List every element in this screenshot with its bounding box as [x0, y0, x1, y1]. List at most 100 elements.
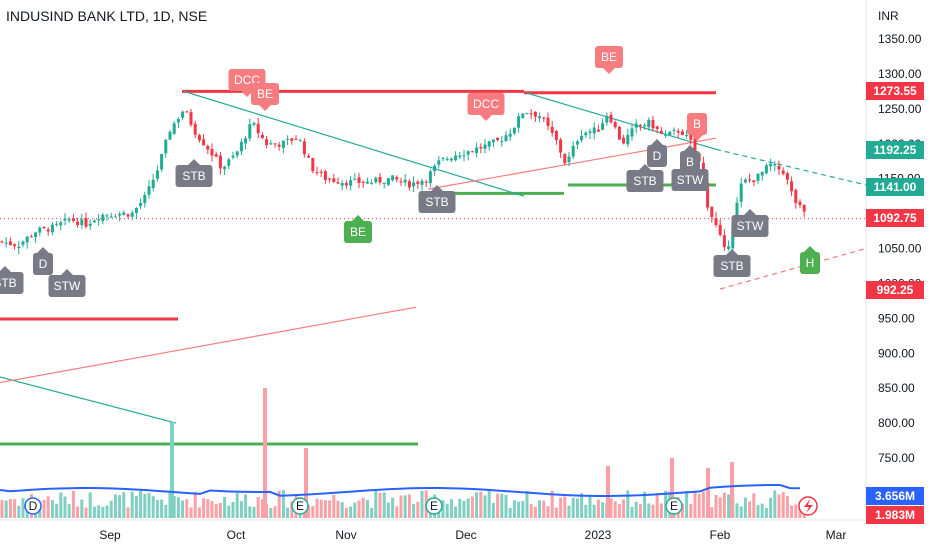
badge-box [680, 151, 700, 173]
price-tag-label: 1.983M [875, 508, 915, 522]
price-tag-box [866, 178, 924, 196]
volume-bar [454, 506, 458, 518]
candle [412, 182, 416, 187]
candle [794, 190, 798, 203]
candle [319, 171, 323, 173]
volume-bar [319, 499, 323, 518]
candle [101, 214, 105, 222]
candle [109, 216, 113, 218]
volume-bar [88, 492, 92, 518]
candle [433, 165, 437, 172]
candle [571, 146, 575, 157]
volume-bar [525, 490, 529, 518]
volume-bar [622, 499, 626, 518]
candle [332, 178, 336, 182]
candle [638, 124, 642, 126]
candle [798, 201, 802, 205]
candle [424, 181, 428, 183]
volume-bar [449, 499, 453, 518]
volume-bar [244, 494, 248, 518]
candle [517, 116, 521, 128]
candle [17, 246, 21, 249]
candle [202, 139, 206, 146]
candle [403, 179, 407, 183]
candle [739, 183, 743, 202]
y-tick-label: 1050.00 [878, 242, 922, 256]
volume-bar [365, 499, 369, 518]
volume-bar [483, 495, 487, 518]
candle [139, 202, 143, 207]
event-letter: D [29, 499, 38, 513]
candle [407, 181, 411, 188]
candle [122, 212, 126, 215]
volume-bar [105, 505, 109, 518]
volume-bar [580, 493, 584, 518]
volume-bar [559, 497, 563, 518]
volume-bar [407, 494, 411, 518]
badge-box [48, 275, 86, 297]
x-tick-label: Mar [826, 528, 847, 542]
candle [118, 213, 122, 216]
candle [710, 206, 714, 218]
price-tag-box [866, 209, 924, 227]
badge-box [626, 170, 664, 192]
badge-box [418, 191, 456, 213]
volume-bar [760, 503, 764, 518]
chart-title: INDUSIND BANK LTD, 1D, NSE [6, 8, 208, 24]
candle [370, 182, 374, 184]
candle [0, 241, 4, 243]
candle [365, 181, 369, 184]
event-circle [24, 497, 42, 515]
badge-pointer [259, 105, 271, 111]
volume-bar [777, 494, 781, 518]
candle [470, 151, 474, 153]
volume-bar [617, 504, 621, 518]
candle [357, 177, 361, 183]
volume-bar [273, 506, 277, 518]
volume-bar [386, 502, 390, 518]
badge-box [175, 165, 213, 187]
volume-bar [542, 500, 546, 518]
badge-label: STW [54, 279, 81, 293]
candle [189, 112, 193, 125]
volume-bar [46, 496, 50, 518]
badge-box [671, 169, 709, 191]
x-tick-label: Dec [455, 528, 476, 542]
badge-label: STW [677, 173, 704, 187]
volume-bar [739, 506, 743, 518]
candle [88, 223, 92, 226]
volume-bar [378, 492, 382, 518]
candle [29, 236, 33, 238]
candle [559, 139, 563, 153]
badge-label: STB [720, 259, 743, 273]
event-marker: E [425, 497, 443, 515]
volume-bar [613, 501, 617, 518]
price-tag: 1141.00 [866, 178, 924, 196]
volume-bar [685, 491, 689, 518]
candle [336, 182, 340, 184]
volume-spike [706, 468, 710, 518]
badge-box [595, 46, 623, 68]
volume-bar [391, 497, 395, 518]
volume-bar [80, 499, 84, 518]
badge-box [33, 253, 53, 275]
candle [718, 224, 722, 235]
volume-bar [500, 493, 504, 518]
signal-badge: BE [344, 215, 372, 243]
candle [487, 141, 491, 147]
signal-badge: H [800, 246, 820, 274]
volume-spike [263, 388, 267, 518]
candle [714, 218, 718, 225]
badge-label: BE [257, 87, 273, 101]
badge-pointer [61, 269, 73, 275]
candle [785, 173, 789, 180]
candle [151, 179, 155, 189]
candle [172, 123, 176, 134]
candle [113, 216, 117, 218]
volume-bars [0, 388, 806, 518]
volume-bar [659, 503, 663, 518]
candle [605, 115, 609, 123]
volume-bar [286, 507, 290, 518]
candle [508, 133, 512, 137]
